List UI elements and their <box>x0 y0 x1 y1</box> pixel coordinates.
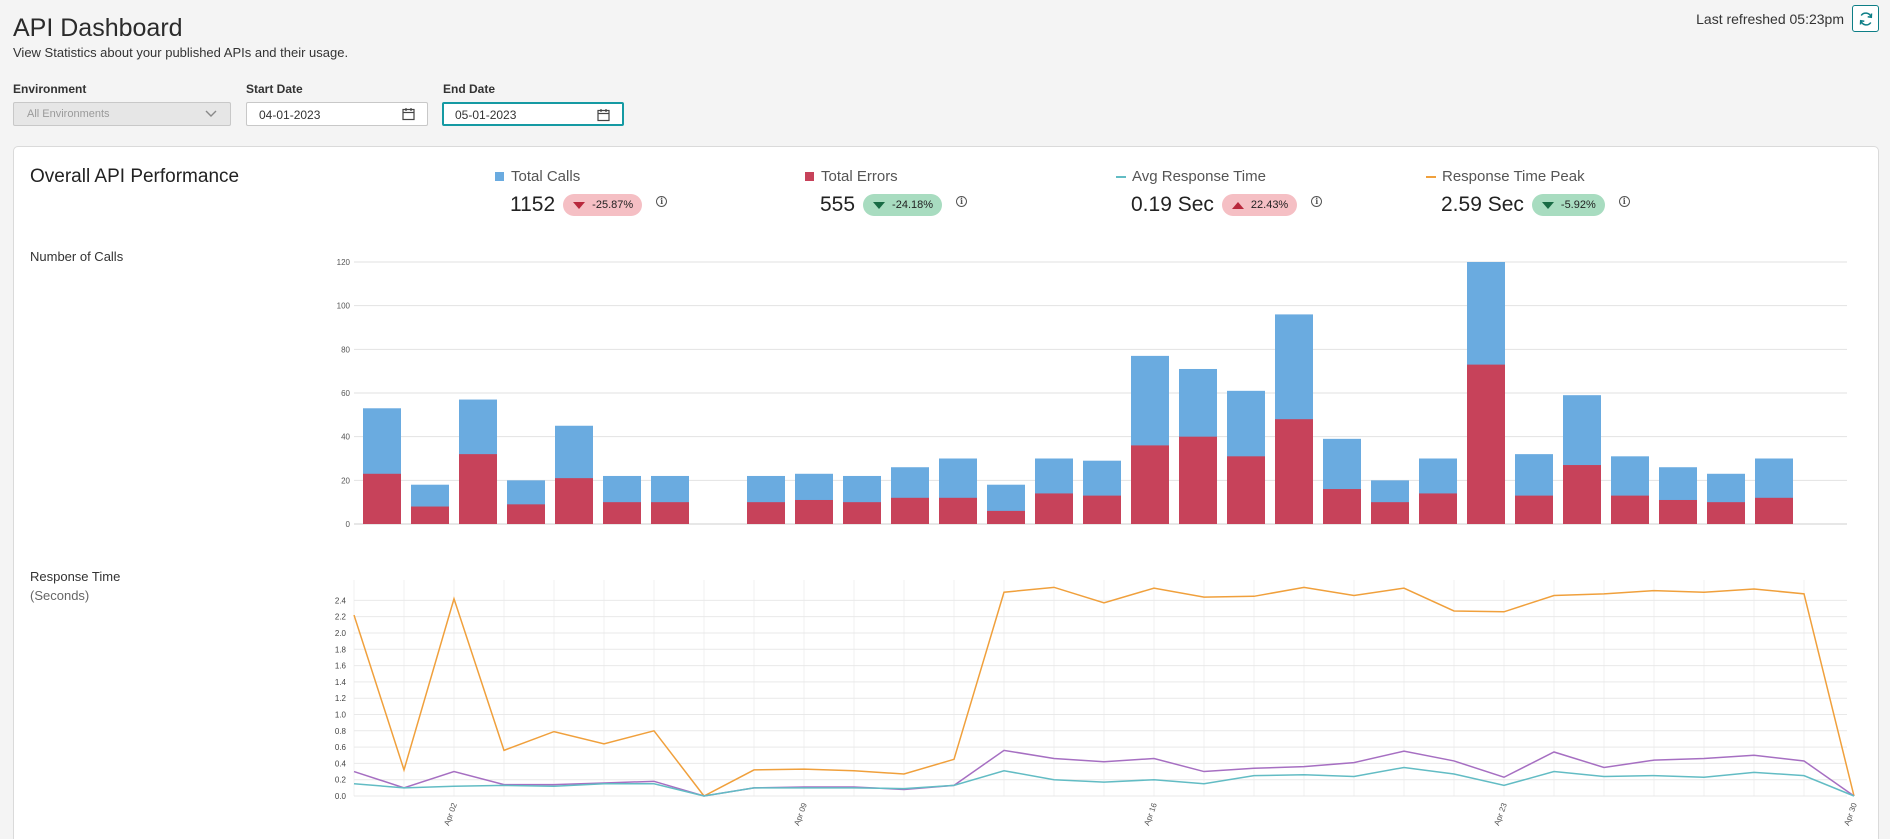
environment-label: Environment <box>13 82 87 96</box>
change-value: 22.43% <box>1250 199 1289 211</box>
calendar-icon[interactable] <box>402 107 415 121</box>
change-badge: 22.43% <box>1221 194 1298 216</box>
info-icon[interactable]: i <box>956 195 968 207</box>
trend-up-icon <box>1231 201 1244 209</box>
performance-card <box>13 146 1879 839</box>
response-peak-legend-icon <box>1426 175 1436 178</box>
metric-label: Avg Response Time <box>1132 168 1266 185</box>
end-date-label: End Date <box>443 82 496 96</box>
end-date-value: 05-01-2023 <box>455 108 517 122</box>
response-chart-sublabel: (Seconds) <box>30 588 90 603</box>
change-badge: -5.92% <box>1531 194 1605 216</box>
refresh-button[interactable] <box>1852 5 1879 32</box>
environment-value: All Environments <box>27 108 110 120</box>
calendar-icon[interactable] <box>597 108 610 122</box>
change-value: -25.87% <box>592 199 634 211</box>
metric-avg-response: Avg Response Time 0.19 Sec 22.43% i <box>1116 168 1323 216</box>
metric-label: Response Time Peak <box>1442 168 1585 185</box>
environment-select[interactable]: All Environments <box>13 102 231 126</box>
metric-total-calls: Total Calls 1152 -25.87% i <box>495 168 668 216</box>
trend-down-icon <box>873 201 886 209</box>
card-title: Overall API Performance <box>30 166 240 187</box>
change-value: -5.92% <box>1560 199 1596 211</box>
calls-chart-label: Number of Calls <box>30 249 124 264</box>
change-badge: -25.87% <box>563 194 643 216</box>
chevron-down-icon <box>205 110 217 117</box>
metric-value: 0.19 Sec <box>1131 193 1214 216</box>
start-date-input[interactable]: 04-01-2023 <box>246 102 428 126</box>
last-refreshed: Last refreshed 05:23pm <box>1696 11 1844 27</box>
change-value: -24.18% <box>892 199 934 211</box>
metric-response-peak: Response Time Peak 2.59 Sec -5.92% i <box>1426 168 1630 216</box>
start-date-label: Start Date <box>246 82 303 96</box>
page-subtitle: View Statistics about your published API… <box>13 45 349 60</box>
metric-value: 1152 <box>510 193 556 216</box>
trend-down-icon <box>573 201 586 209</box>
total-calls-legend-icon <box>495 172 504 181</box>
change-badge: -24.18% <box>863 194 943 216</box>
avg-response-legend-icon <box>1116 175 1126 178</box>
end-date-input[interactable]: 05-01-2023 <box>442 102 624 126</box>
refresh-icon <box>1859 11 1872 26</box>
trend-down-icon <box>1541 201 1554 209</box>
info-icon[interactable]: i <box>1311 195 1323 207</box>
metric-label: Total Errors <box>821 168 898 185</box>
metric-value: 555 <box>820 193 856 216</box>
page-title: API Dashboard <box>13 14 183 42</box>
start-date-value: 04-01-2023 <box>259 108 321 122</box>
total-errors-legend-icon <box>805 172 814 181</box>
info-icon[interactable]: i <box>1618 195 1630 207</box>
info-icon[interactable]: i <box>656 195 668 207</box>
response-chart-label: Response Time <box>30 569 121 584</box>
metric-label: Total Calls <box>511 168 581 185</box>
metric-total-errors: Total Errors 555 -24.18% i <box>805 168 968 216</box>
metric-value: 2.59 Sec <box>1441 193 1524 216</box>
